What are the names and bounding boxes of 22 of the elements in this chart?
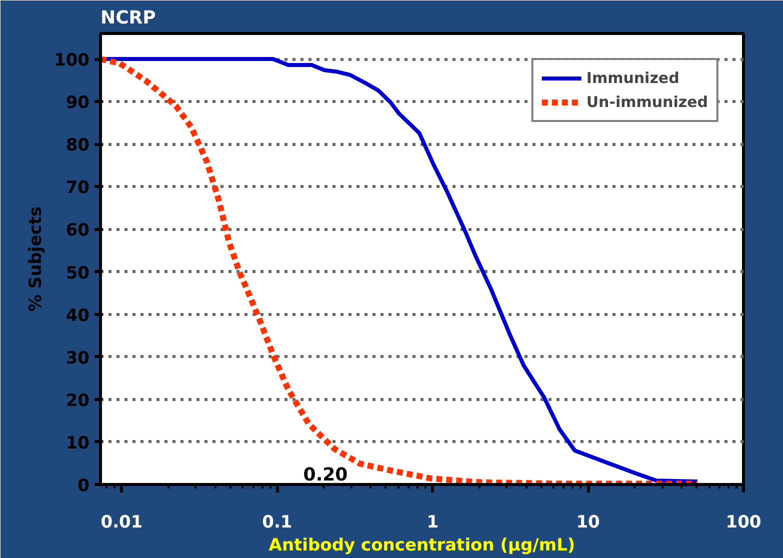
x-tick-label: 10 bbox=[576, 512, 600, 532]
y-tick-label: 90 bbox=[66, 93, 90, 114]
x-tick-label: 0.01 bbox=[100, 512, 143, 532]
y-tick-label: 60 bbox=[66, 220, 90, 241]
y-tick-label: 0 bbox=[78, 476, 90, 496]
annotation: 0.20 bbox=[303, 464, 348, 486]
y-tick-label: 30 bbox=[66, 348, 90, 368]
x-tick-label: 100 bbox=[726, 512, 762, 532]
x-tick-label: 1 bbox=[426, 512, 439, 532]
y-tick-label: 70 bbox=[66, 178, 90, 198]
y-axis-title: % Subjects bbox=[26, 206, 46, 312]
chart-title: NCRP bbox=[100, 8, 156, 28]
y-tick-label: 80 bbox=[66, 136, 90, 156]
y-tick-label: 100 bbox=[54, 50, 90, 71]
y-tick-label: 40 bbox=[66, 306, 90, 326]
x-axis-title: Antibody concentration (µg/mL) bbox=[268, 536, 576, 556]
y-tick-label: 20 bbox=[66, 390, 90, 411]
y-tick-label: 50 bbox=[66, 263, 90, 284]
x-tick-label: 0.1 bbox=[262, 512, 292, 532]
legend-label: Immunized bbox=[586, 69, 680, 87]
legend-label: Un-immunized bbox=[586, 93, 708, 111]
y-tick-label: 10 bbox=[66, 433, 90, 454]
